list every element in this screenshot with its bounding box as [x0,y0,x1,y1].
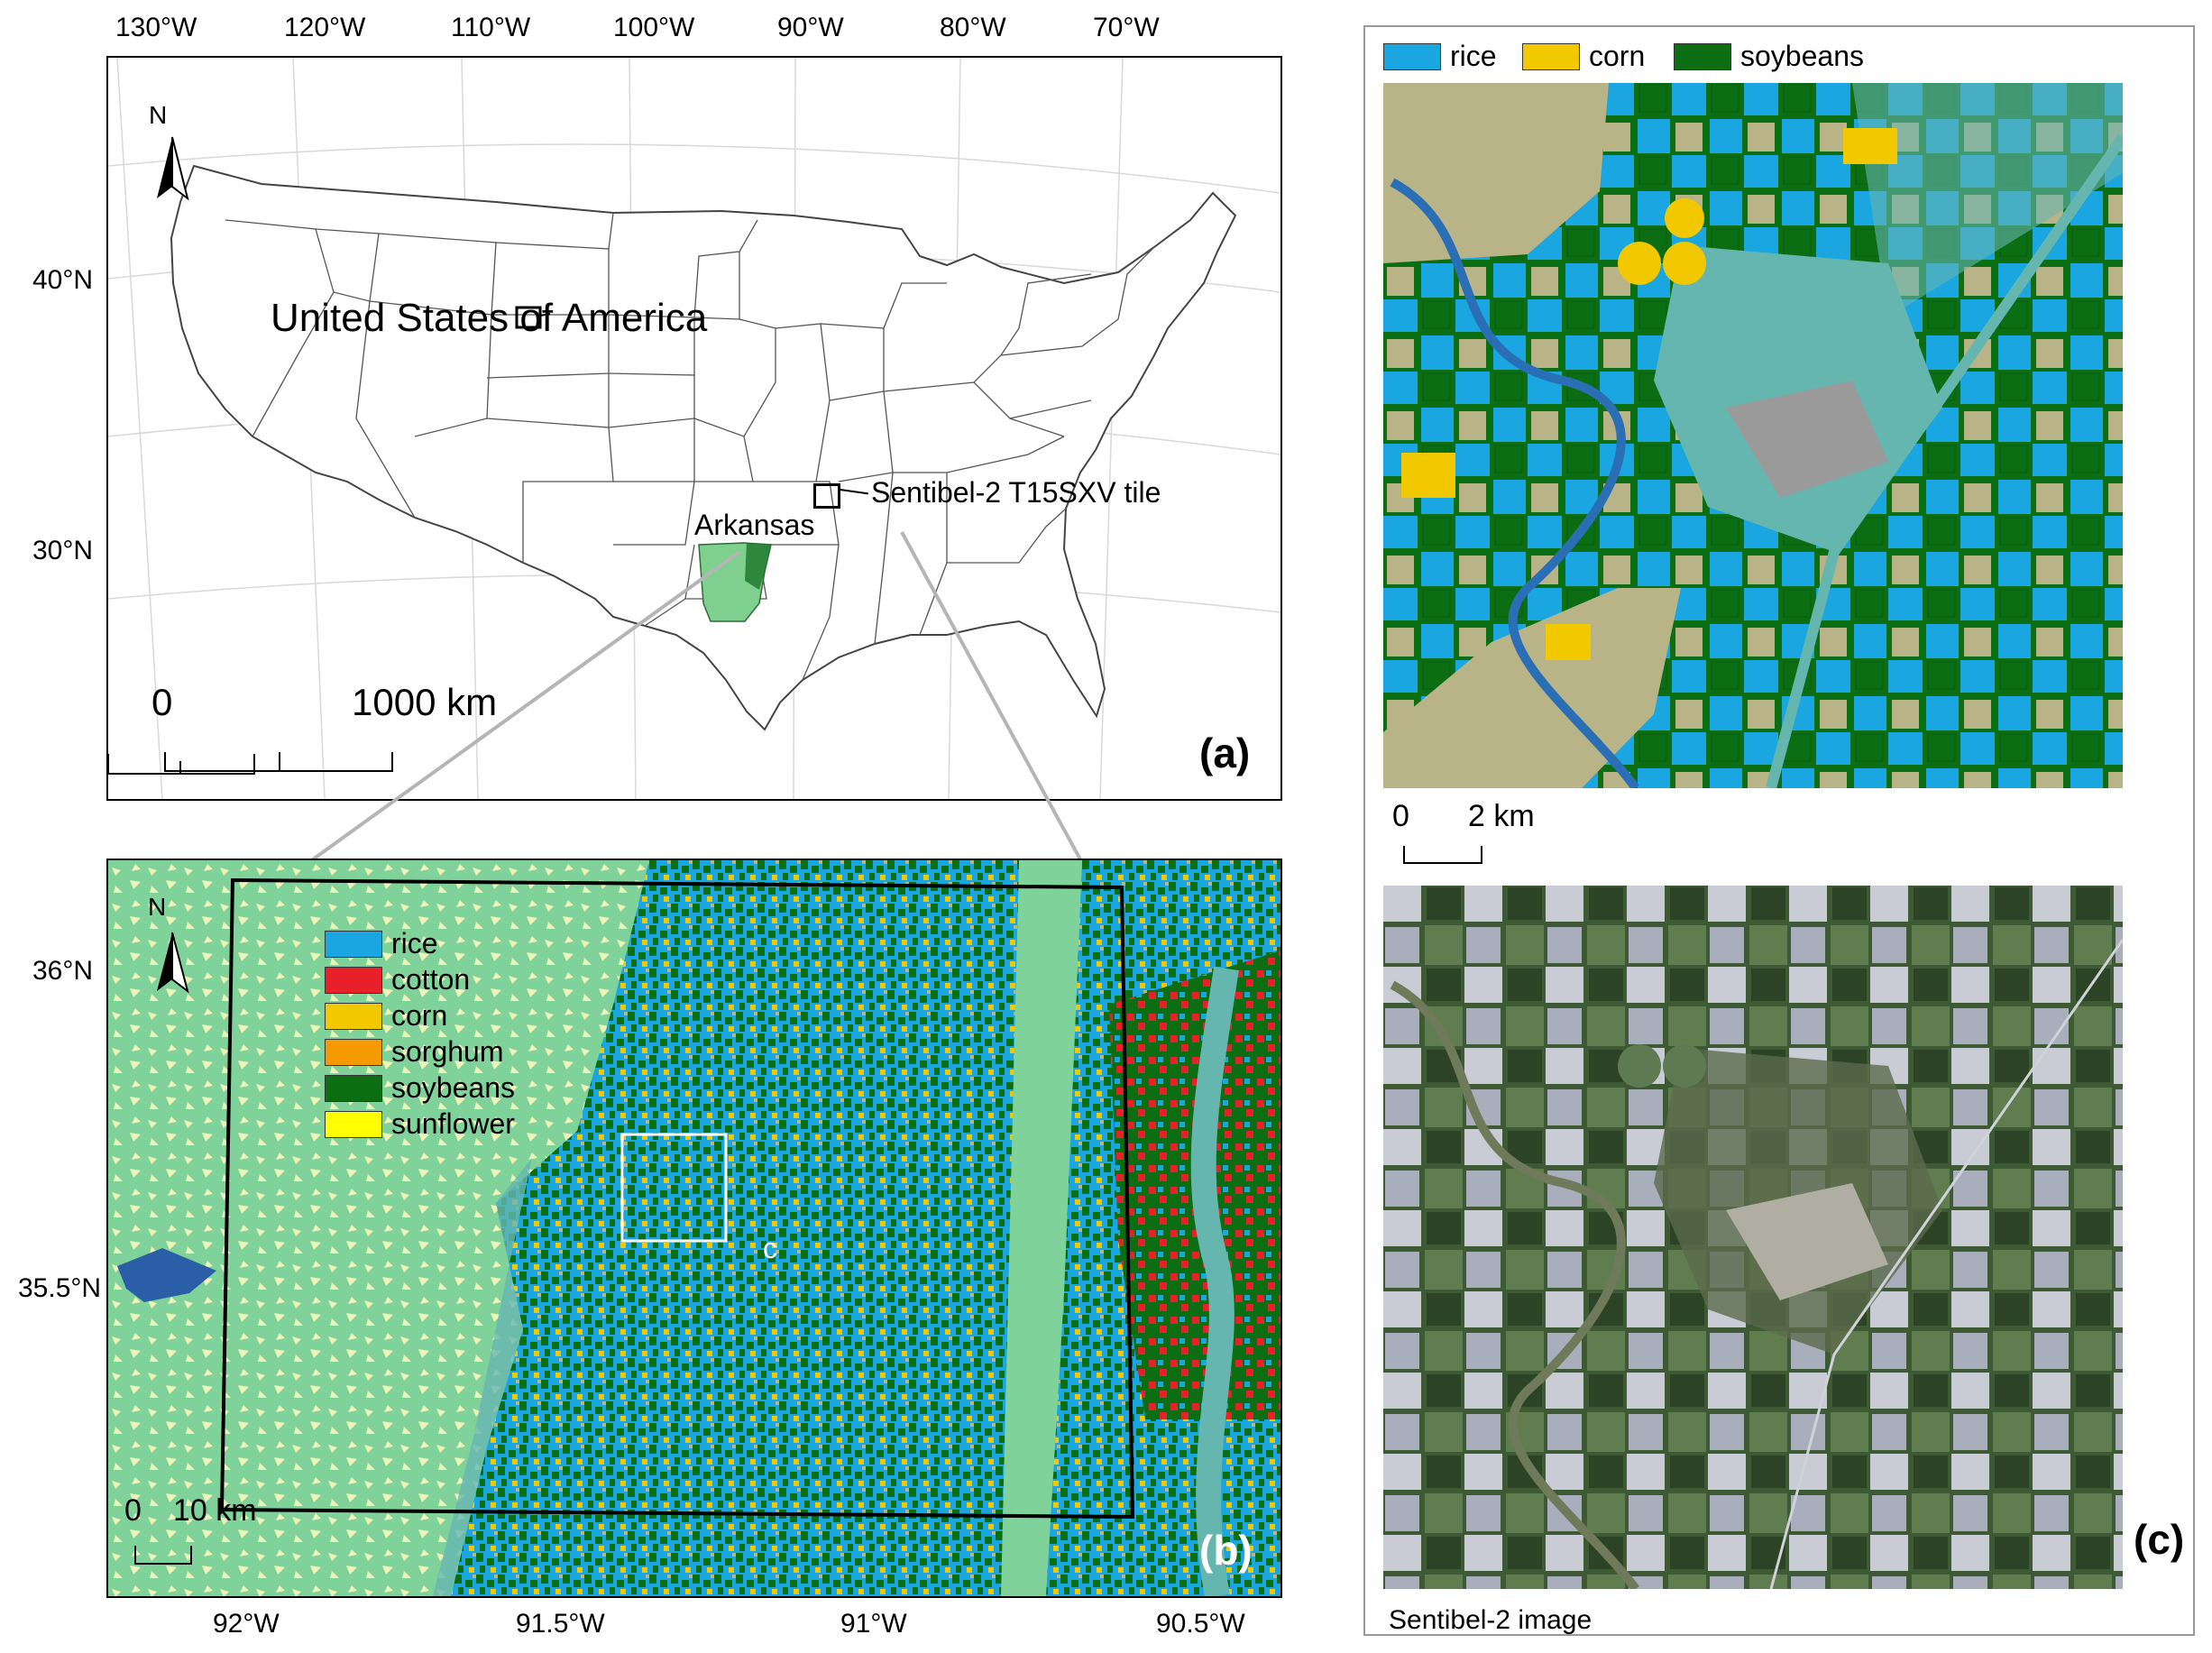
panel-tag-b: (b) [1199,1527,1253,1574]
arkansas-cropmap [108,860,1280,1596]
legend-label: corn [391,999,448,1032]
lon-tick-label: 90.5°W [1156,1609,1245,1639]
lon-tick-label: 70°W [1093,13,1160,42]
subset-c-box [620,1133,728,1243]
country-label: United States of America [271,296,708,340]
legend-swatch [325,1002,382,1030]
us-map [108,58,1280,799]
lat-tick-label: 36°N [32,956,94,986]
scale-start-label-c: 0 [1392,799,1409,833]
satellite-image-c [1383,886,2123,1589]
river [1190,966,1239,1596]
subset-c-label: c [763,1232,777,1264]
scale-end-label-b: 10 km [173,1493,257,1528]
reservoir [117,1248,216,1302]
tile-label: Sentibel-2 T15SXV tile [871,476,1161,509]
legend-item: corn [325,999,447,1033]
legend-swatch [325,1110,382,1138]
legend-swatch-c [1522,42,1580,70]
scale-bar-a-mid [279,752,280,772]
lon-tick-label: 130°W [115,13,197,42]
lon-tick-label: 90°W [777,13,844,42]
legend-label: cotton [391,963,471,996]
legend-swatch [325,1038,382,1066]
lon-tick-label: 92°W [213,1609,280,1639]
legend-label: sorghum [391,1035,504,1068]
state-label: Arkansas [694,509,815,541]
legend-label: rice [391,927,438,960]
scale-bar-b [134,1546,192,1565]
legend-swatch-c [1674,42,1731,70]
satellite-caption: Sentibel-2 image [1389,1605,1592,1635]
panel-tag-c: (c) [2134,1516,2185,1563]
legend-item: corn [1522,40,1645,73]
scale-start-label: 0 [151,681,173,723]
panel-c-frame [1363,25,2195,1636]
legend-label: sunflower [391,1107,515,1140]
lon-tick-label: 110°W [451,13,531,42]
legend-swatch-c [1383,42,1441,70]
legend-item: rice [1383,40,1497,73]
north-arrow-icon [157,136,189,201]
legend-label: rice [1450,40,1497,72]
tile-highlight [745,543,771,590]
usa-outline [170,164,1237,731]
legend-item: sunflower [325,1107,515,1141]
lon-tick-label: 120°W [284,13,366,42]
north-label: N [149,101,168,129]
tile-box-marker [813,483,840,509]
scale-start-label-b: 0 [124,1493,142,1528]
legend-item: soybeans [1674,40,1864,73]
ridge-forest [1001,860,1082,1596]
legend-item: soybeans [325,1071,515,1105]
us-map-frame [106,56,1282,801]
scale-end-label: 1000 km [352,681,498,723]
north-label-b: N [148,893,167,921]
legend-item: rice [325,927,438,960]
legend-swatch [325,966,382,994]
lat-tick-label: 30°N [32,536,94,565]
north-arrow-icon [157,932,172,991]
lat-tick-label: 35.5°N [18,1273,102,1303]
legend-swatch [325,930,382,958]
satellite-image-svg [1383,886,2123,1589]
lon-tick-label: 91°W [840,1609,907,1639]
legend-item: sorghum [325,1035,504,1069]
legend-label: soybeans [391,1071,515,1104]
tile-leader-line [539,313,551,317]
north-arrow-half [171,932,189,994]
panel-tag-a: (a) [1199,730,1251,776]
lon-tick-label: 91.5°W [516,1609,605,1639]
arkansas-cropmap-frame [106,859,1282,1598]
lat-tick-label: 40°N [32,265,94,295]
wetland-band [433,1158,532,1596]
tile-outline [219,877,1135,1520]
legend-item: cotton [325,963,470,996]
classified-map-c [1383,83,2123,788]
legend-label: corn [1589,40,1646,72]
lon-tick-label: 80°W [940,13,1006,42]
legend-label: soybeans [1740,40,1864,72]
lon-tick-label: 100°W [613,13,695,42]
classified-map-svg [1383,83,2123,788]
scale-end-label-c: 2 km [1468,799,1535,833]
scale-bar-c [1403,846,1482,864]
legend-swatch [325,1074,382,1102]
tile-box [515,306,542,329]
